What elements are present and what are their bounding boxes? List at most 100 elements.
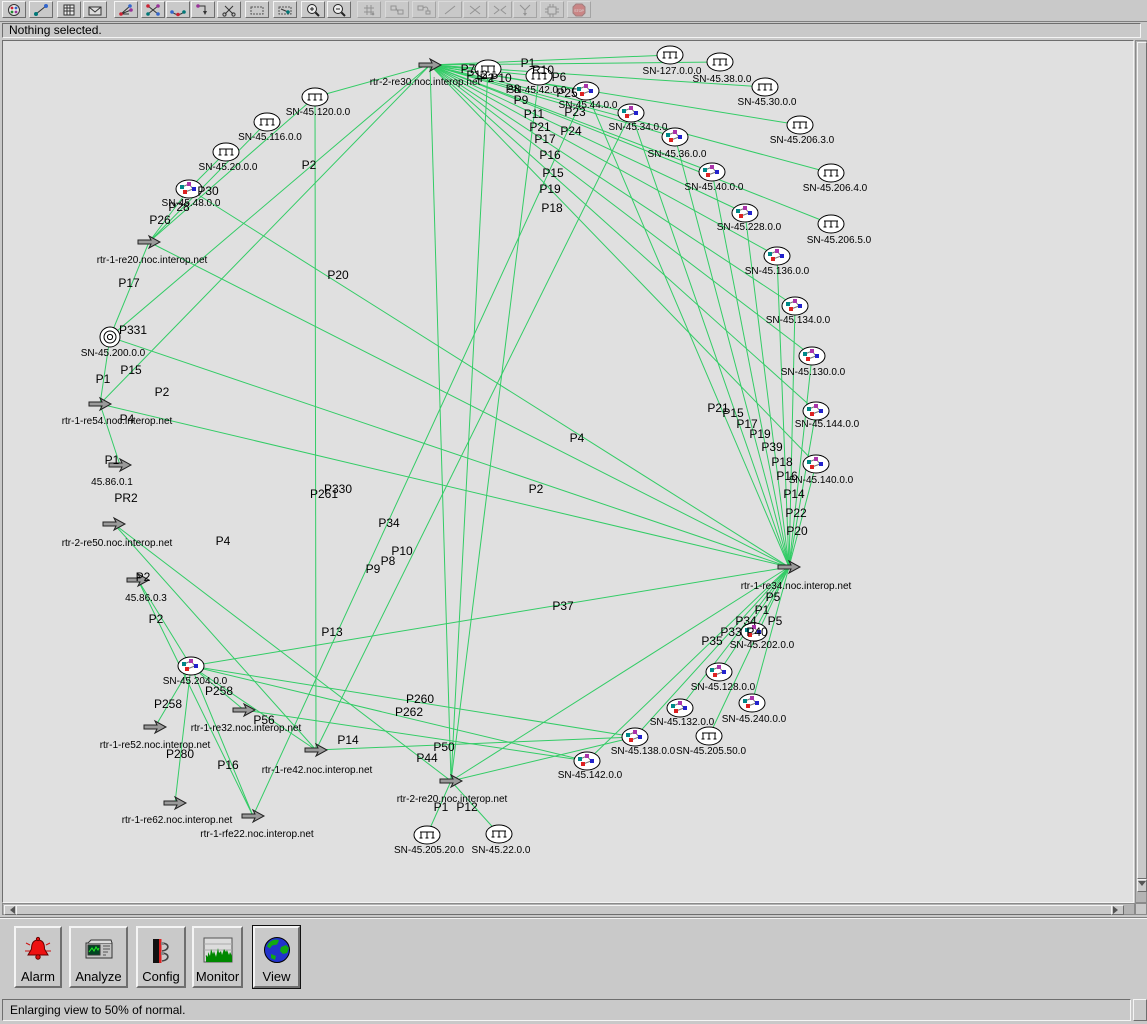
link-i204-re32[interactable]: [190, 665, 245, 711]
toolbar-cross-layout-button[interactable]: [141, 1, 165, 18]
link-re50-re42[interactable]: [113, 523, 317, 751]
toolbar-export-button[interactable]: [83, 1, 107, 18]
node-SN-45.138.0.0[interactable]: [621, 727, 649, 747]
link-re34-i40[interactable]: [711, 171, 790, 568]
link-r20b-i138[interactable]: [450, 736, 636, 782]
link-re34-ring200[interactable]: [109, 336, 790, 568]
link-re34-r20b[interactable]: [450, 566, 790, 782]
link-re34-i130[interactable]: [788, 355, 813, 568]
node-rtr-2-re50.noc.interop.net[interactable]: [102, 516, 127, 532]
vertical-scroll-thumb[interactable]: [1137, 42, 1147, 879]
node-SN-45.136.0.0[interactable]: [763, 246, 791, 266]
node-SN-45.36.0.0[interactable]: [661, 127, 689, 147]
node-SN-45.240.0.0[interactable]: [738, 693, 766, 713]
view-button[interactable]: View: [252, 925, 301, 989]
link-i204-re62[interactable]: [174, 665, 192, 804]
link-r86_3-rfe22[interactable]: [137, 579, 254, 817]
toolbar-fan-layout-button[interactable]: [114, 1, 138, 18]
link-r30-i44[interactable]: [429, 64, 587, 92]
link-re34-i204[interactable]: [190, 566, 790, 667]
map-canvas[interactable]: rtr-2-re30.noc.interop.net rtr-1-re20.noc…: [2, 40, 1134, 903]
link-re34-i144[interactable]: [788, 410, 817, 568]
node-SN-45.40.0.0[interactable]: [698, 162, 726, 182]
node-SN-45.44.0.0[interactable]: [572, 81, 600, 101]
link-re34-i134[interactable]: [788, 305, 796, 568]
scroll-right-button[interactable]: [1111, 905, 1124, 915]
toolbar-link-nodes-button[interactable]: [29, 1, 53, 18]
scroll-down-button[interactable]: [1137, 879, 1147, 892]
link-i48-re34[interactable]: [188, 188, 790, 568]
link-i204-i138[interactable]: [190, 665, 636, 738]
link-r86_1-re54[interactable]: [99, 403, 121, 466]
link-r30-i40[interactable]: [429, 64, 713, 173]
link-r30-i140[interactable]: [429, 64, 817, 465]
node-SN-45.130.0.0[interactable]: [798, 346, 826, 366]
toolbar-zoom-out-button[interactable]: [327, 1, 351, 18]
link-i204-i142[interactable]: [190, 665, 588, 762]
link-re34-i132[interactable]: [679, 566, 790, 709]
link-r86_3-i204[interactable]: [137, 579, 192, 667]
link-re34-i202[interactable]: [753, 566, 790, 633]
link-i204-rfe22[interactable]: [190, 665, 254, 817]
node-SN-45.22.0.0[interactable]: [485, 824, 513, 844]
link-re20L-ring200[interactable]: [109, 241, 150, 338]
node-SN-45.204.0.0[interactable]: [177, 656, 205, 676]
node-rtr-1-re54.noc.interop.net[interactable]: [88, 396, 113, 412]
link-b120-re42[interactable]: [314, 96, 317, 751]
link-r30-i228[interactable]: [429, 64, 746, 214]
link-re54-ring200[interactable]: [99, 336, 111, 405]
node-SN-45.206.5.0[interactable]: [817, 214, 845, 234]
link-r20b-b22[interactable]: [450, 780, 500, 835]
node-rtr-1-re34.noc.interop.net[interactable]: [777, 559, 802, 575]
link-r30-ring200[interactable]: [109, 64, 431, 338]
node-SN-45.34.0.0[interactable]: [617, 103, 645, 123]
toolbar-platform-button[interactable]: [245, 1, 269, 18]
node-SN-45.228.0.0[interactable]: [731, 203, 759, 223]
link-re20L-b116[interactable]: [148, 121, 268, 243]
link-re34-i138[interactable]: [634, 566, 790, 738]
node-rtr-1-re62.noc.interop.net[interactable]: [163, 795, 188, 811]
node-SN-45.48.0.0[interactable]: [175, 179, 203, 199]
node-SN-45.202.0.0[interactable]: [740, 622, 768, 642]
toolbar-zoom-in-button[interactable]: [301, 1, 325, 18]
link-re50-r20b[interactable]: [113, 523, 452, 782]
node-rtr-1-re42.noc.interop.net[interactable]: [304, 742, 329, 758]
link-r20b-b1[interactable]: [450, 68, 489, 782]
link-r30-i36[interactable]: [429, 64, 676, 138]
toolbar-calculator-button[interactable]: [57, 1, 81, 18]
node-SN-45.20.0.0[interactable]: [212, 142, 240, 162]
node-SN-45.132.0.0[interactable]: [666, 698, 694, 718]
node-SN-45.206.4.0[interactable]: [817, 163, 845, 183]
node-rtr-1-re52.noc.interop.net[interactable]: [143, 719, 168, 735]
link-i204-re42[interactable]: [190, 665, 317, 751]
link-re34-i240[interactable]: [751, 566, 790, 704]
link-r30-b127[interactable]: [429, 54, 671, 66]
link-r20b-b2[interactable]: [450, 75, 540, 782]
node-SN-45.128.0.0[interactable]: [705, 662, 733, 682]
link-r30-i34[interactable]: [429, 64, 632, 114]
link-r30-b120[interactable]: [314, 64, 431, 98]
node-SN-45.206.3.0[interactable]: [786, 115, 814, 135]
resize-grip[interactable]: [1133, 999, 1147, 1021]
node-SN-45.30.0.0[interactable]: [751, 77, 779, 97]
node-rtr-1-rfe22.noc.interop.net[interactable]: [241, 808, 266, 824]
node-rtr-2-re30.noc.interop.net[interactable]: [418, 57, 443, 73]
link-r30-i130[interactable]: [429, 64, 813, 357]
link-re34-i136[interactable]: [776, 255, 790, 568]
link-re20L-b120[interactable]: [148, 96, 316, 243]
toolbar-arc-layout-button[interactable]: [166, 1, 190, 18]
link-r30-b206_5[interactable]: [429, 64, 832, 225]
node-SN-45.116.0.0[interactable]: [253, 112, 281, 132]
vertical-scrollbar[interactable]: [1135, 40, 1147, 903]
toolbar-drop-node-button[interactable]: [191, 1, 215, 18]
link-re34-i142[interactable]: [586, 566, 790, 762]
config-button[interactable]: Config: [136, 926, 186, 988]
link-re32-i142[interactable]: [243, 709, 588, 762]
node-SN-45.205.20.0[interactable]: [413, 825, 441, 845]
link-r30-i144[interactable]: [429, 64, 817, 412]
link-re34-b205_50[interactable]: [708, 566, 790, 737]
node-SN-45.142.0.0[interactable]: [573, 751, 601, 771]
alarm-button[interactable]: Alarm: [14, 926, 62, 988]
link-re34-i34[interactable]: [630, 112, 790, 568]
node-SN-45.140.0.0[interactable]: [802, 454, 830, 474]
